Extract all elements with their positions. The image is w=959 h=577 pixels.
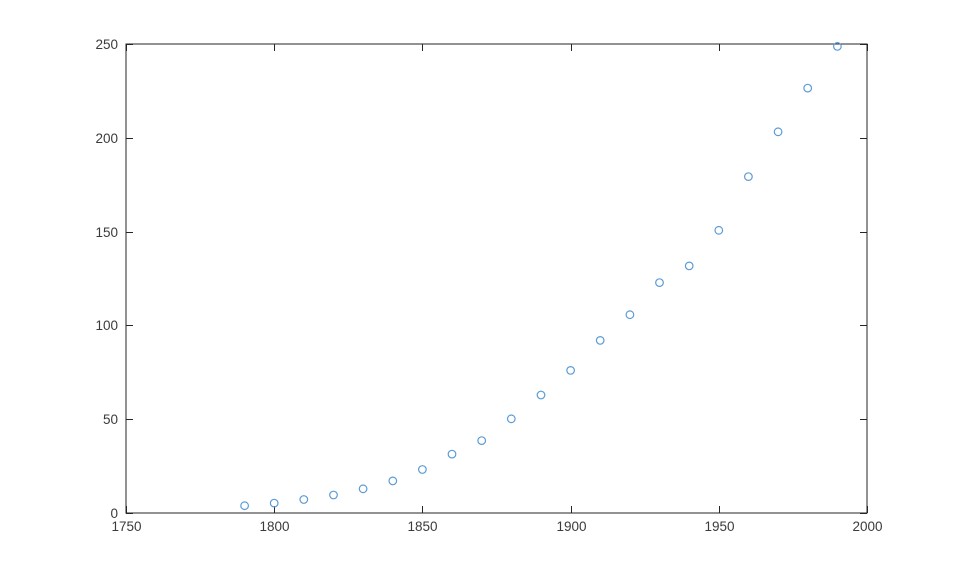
- y-tick-label: 250: [95, 37, 118, 52]
- data-point-marker[interactable]: [566, 366, 575, 375]
- data-point-marker[interactable]: [744, 172, 753, 182]
- data-point-marker[interactable]: [240, 501, 250, 511]
- data-point-marker[interactable]: [833, 42, 842, 51]
- data-point-marker[interactable]: [269, 498, 279, 508]
- data-point-marker[interactable]: [447, 449, 457, 459]
- y-tick-label: 200: [95, 131, 118, 146]
- data-point-marker[interactable]: [299, 495, 309, 504]
- y-tick-label: 0: [110, 506, 118, 521]
- data-point-marker[interactable]: [625, 310, 635, 320]
- data-point-marker[interactable]: [477, 436, 487, 446]
- data-point-marker[interactable]: [595, 336, 605, 345]
- y-tick-label: 100: [95, 318, 118, 333]
- data-point-marker[interactable]: [803, 83, 813, 93]
- data-point-marker[interactable]: [329, 490, 338, 500]
- x-tick-label: 1900: [556, 519, 586, 534]
- data-point-marker[interactable]: [388, 476, 398, 486]
- axes-box: [125, 43, 868, 514]
- x-tick-label: 2000: [852, 519, 882, 534]
- x-tick-label: 1950: [704, 519, 734, 534]
- data-point-marker[interactable]: [655, 278, 664, 288]
- data-point-marker[interactable]: [773, 127, 783, 137]
- data-point-marker[interactable]: [506, 414, 516, 424]
- data-point-marker[interactable]: [358, 484, 368, 494]
- data-point-marker[interactable]: [684, 261, 694, 271]
- x-tick-label: 1750: [111, 519, 141, 534]
- data-point-marker[interactable]: [714, 225, 724, 235]
- data-point-marker[interactable]: [418, 465, 427, 474]
- y-tick-label: 50: [103, 412, 118, 427]
- x-tick-label: 1850: [407, 519, 437, 534]
- data-point-marker[interactable]: [536, 390, 546, 400]
- y-tick-label: 150: [95, 225, 118, 240]
- x-tick-label: 1800: [259, 519, 289, 534]
